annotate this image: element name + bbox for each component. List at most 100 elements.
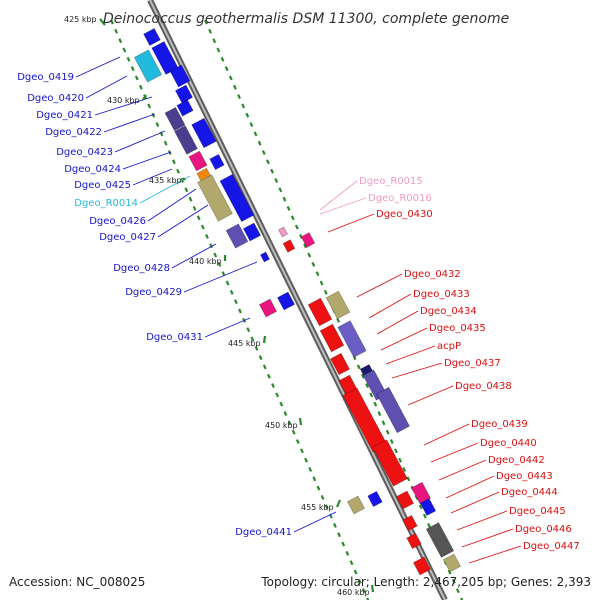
tick-mark-left <box>345 550 350 556</box>
tick-mark-right <box>455 588 460 594</box>
tick-mark-left <box>341 541 346 547</box>
gene-dgeo-0425b <box>209 153 225 171</box>
tick-mark-left <box>126 56 131 62</box>
label-dgeo-0434: Dgeo_0434 <box>420 306 477 317</box>
label-dgeo-0422: Dgeo_0422 <box>45 127 102 138</box>
tick-mark-left <box>279 401 284 407</box>
label-dgeo-0424: Dgeo_0424 <box>64 164 121 175</box>
gene-acpp <box>330 352 350 376</box>
accession-text: Accession: NC_008025 <box>9 575 145 589</box>
label-dgeo-0435: Dgeo_0435 <box>429 323 486 334</box>
tick-mark-right <box>299 233 303 239</box>
tick-mark-right <box>381 420 386 426</box>
tick-mark-left <box>258 355 263 361</box>
label-dgeo-0443: Dgeo_0443 <box>496 471 553 482</box>
leader-line <box>356 273 403 298</box>
label-dgeo-r0014: Dgeo_R0014 <box>74 198 138 209</box>
gene-dgeo-0422b <box>176 99 194 117</box>
position-mark-label: 435 kbp <box>149 176 182 185</box>
tick-mark-left <box>283 411 288 416</box>
tick-mark-left <box>213 252 218 258</box>
tick-mark-right <box>274 178 279 183</box>
leader-line <box>385 345 436 365</box>
label-dgeo-0426: Dgeo_0426 <box>89 216 146 227</box>
tick-mark-right <box>427 522 431 528</box>
tick-mark-right <box>237 94 241 100</box>
tick-mark-right <box>398 457 402 463</box>
position-mark-label: 445 kbp <box>228 339 261 348</box>
tick-mark-left <box>151 112 156 118</box>
tick-mark-right <box>402 467 407 472</box>
tick-mark-right <box>257 140 262 146</box>
tick-mark-left <box>238 308 242 314</box>
leader-line <box>171 243 217 269</box>
leader-line <box>94 96 153 116</box>
leader-line <box>183 261 258 293</box>
tick-mark-right <box>216 47 221 53</box>
tick-mark-right <box>220 56 225 62</box>
label-dgeo-0425: Dgeo_0425 <box>74 180 131 191</box>
label-acpp: acpP <box>437 341 461 352</box>
tick-mark-right <box>286 206 291 211</box>
tick-mark-right <box>422 513 427 519</box>
position-mark-tick <box>142 94 147 101</box>
label-dgeo-0442: Dgeo_0442 <box>488 455 545 466</box>
label-dgeo-0445: Dgeo_0445 <box>509 506 566 517</box>
label-dgeo-0437: Dgeo_0437 <box>444 358 501 369</box>
tick-mark-left <box>229 289 234 295</box>
gene-dgeo-0433 <box>325 290 351 320</box>
leader-line <box>85 75 128 99</box>
label-dgeo-0419: Dgeo_0419 <box>17 72 74 83</box>
position-mark-tick <box>182 177 186 181</box>
tick-mark-left <box>188 196 193 202</box>
position-mark-label: 440 kbp <box>189 257 222 266</box>
tick-mark-right <box>282 196 287 202</box>
tick-mark-right <box>356 364 361 370</box>
tick-mark-right <box>389 439 394 444</box>
tick-mark-left <box>184 187 189 193</box>
leader-line <box>430 442 479 463</box>
gene-dgeo-0441b <box>367 490 383 508</box>
gene-dgeo-0427 <box>219 174 255 222</box>
leader-line <box>75 56 121 78</box>
tick-mark-right <box>447 569 452 575</box>
gene-dgeo-0428 <box>225 223 249 249</box>
tick-mark-left <box>155 122 160 127</box>
label-dgeo-0440: Dgeo_0440 <box>480 438 537 449</box>
tick-mark-left <box>361 588 366 594</box>
leader-line <box>293 511 337 533</box>
genome-summary-text: Topology: circular; Length: 2,467,205 bp… <box>260 575 591 589</box>
gene-dgeo-0447 <box>443 553 461 573</box>
tick-mark-right <box>361 373 365 379</box>
position-mark-label: 425 kbp <box>64 15 97 24</box>
tick-mark-left <box>130 66 135 72</box>
position-mark-tick <box>99 18 106 26</box>
leader-line <box>157 204 209 238</box>
tick-mark-left <box>110 19 114 25</box>
tick-mark-right <box>212 38 217 44</box>
tick-mark-left <box>118 38 123 44</box>
tick-mark-right <box>208 28 213 34</box>
position-marks: 425 kbp 430 kbp 435 kbp 440 kbp 445 kbp 450 k… <box>64 15 375 597</box>
label-dgeo-0441: Dgeo_0441 <box>235 527 292 538</box>
position-mark-label: 450 kbp <box>265 421 298 430</box>
label-dgeo-0446: Dgeo_0446 <box>515 524 572 535</box>
tick-mark-left <box>291 429 296 435</box>
tick-mark-left <box>122 47 127 53</box>
leader-line <box>461 528 514 548</box>
tick-mark-left <box>163 140 168 146</box>
position-mark-tick <box>298 417 303 426</box>
gene-features <box>133 28 461 576</box>
gene-dgeo-0441 <box>347 495 365 515</box>
tick-mark-right <box>249 122 254 127</box>
gene-dgeo-0432 <box>307 297 333 327</box>
tick-mark-left <box>308 467 313 472</box>
gene-dgeo-0448 <box>413 556 431 576</box>
tick-mark-left <box>217 261 222 267</box>
tick-mark-right <box>253 131 258 137</box>
tick-mark-right <box>369 392 374 398</box>
label-dgeo-0423: Dgeo_0423 <box>56 147 113 158</box>
label-dgeo-0439: Dgeo_0439 <box>471 419 528 430</box>
tick-mark-right <box>245 112 250 118</box>
